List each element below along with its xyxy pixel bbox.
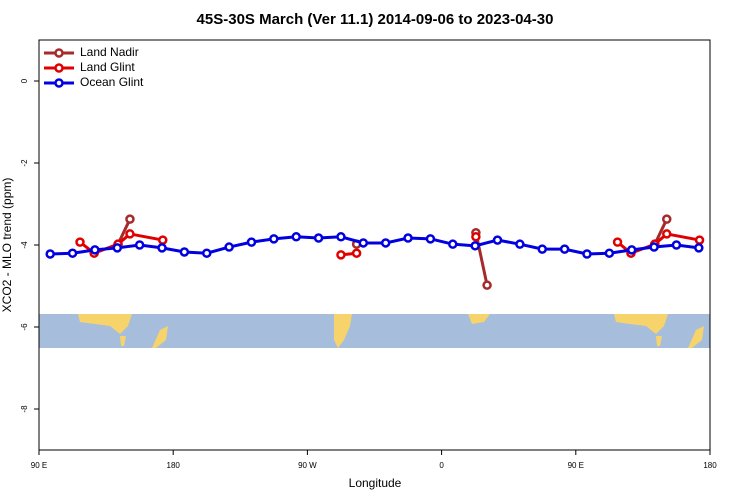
data-point: [291, 232, 301, 242]
data-point: [224, 242, 234, 252]
legend-label: Ocean Glint: [80, 75, 144, 89]
data-point: [158, 235, 168, 245]
series-line: [50, 235, 700, 256]
data-point: [313, 233, 324, 243]
data-point: [336, 250, 346, 260]
data-point: [649, 242, 659, 252]
data-point: [157, 243, 167, 253]
data-point: [75, 237, 85, 247]
data-point: [662, 214, 672, 224]
x-tick-label: 90 E: [568, 461, 584, 470]
data-point: [179, 247, 190, 257]
data-point: [582, 249, 592, 259]
map-background: [39, 314, 710, 348]
legend-marker: [54, 48, 64, 58]
data-point: [612, 237, 623, 247]
data-point: [336, 232, 346, 242]
data-point: [694, 235, 705, 245]
x-tick-label: 0: [439, 461, 444, 470]
data-point: [492, 235, 503, 245]
y-tick-label: -8: [20, 405, 29, 413]
data-point: [515, 239, 525, 249]
y-tick-label: -6: [20, 323, 29, 331]
data-point: [90, 245, 100, 255]
data-point: [537, 244, 547, 254]
chart-title: 45S-30S March (Ver 11.1) 2014-09-06 to 2…: [197, 11, 554, 28]
y-tick-label: -4: [20, 241, 29, 249]
data-point: [671, 240, 682, 250]
data-point: [482, 280, 492, 290]
data-point: [662, 229, 672, 239]
data-point: [694, 243, 704, 253]
legend-marker: [54, 63, 64, 73]
x-tick-label: 90 E: [31, 461, 47, 470]
data-point: [471, 232, 481, 242]
legend-label: Land Nadir: [80, 45, 139, 59]
legend-marker: [54, 78, 64, 88]
data-point: [380, 238, 391, 248]
data-point: [246, 237, 257, 247]
data-point: [351, 248, 362, 258]
data-point: [403, 233, 413, 243]
data-point: [112, 243, 123, 253]
x-axis-label: Longitude: [349, 476, 402, 490]
y-tick-label: -2: [20, 159, 29, 167]
data-point: [45, 249, 55, 259]
legend-label: Land Glint: [80, 60, 135, 74]
data-point: [626, 245, 637, 255]
data-point: [470, 241, 480, 251]
data-point: [448, 239, 458, 249]
x-tick-label: 90 W: [298, 461, 317, 470]
data-point: [202, 248, 212, 258]
data-point: [125, 229, 135, 239]
y-tick-label: 0: [20, 78, 29, 83]
y-axis-label: XCO2 - MLO trend (ppm): [0, 178, 14, 313]
data-point: [269, 234, 279, 244]
data-point: [125, 214, 135, 224]
data-point: [67, 248, 78, 258]
data-point: [604, 248, 615, 258]
data-point: [134, 240, 145, 250]
x-tick-label: 180: [703, 461, 717, 470]
data-point: [358, 238, 369, 248]
x-tick-label: 180: [167, 461, 181, 470]
data-point: [425, 234, 436, 244]
data-point: [559, 244, 570, 254]
